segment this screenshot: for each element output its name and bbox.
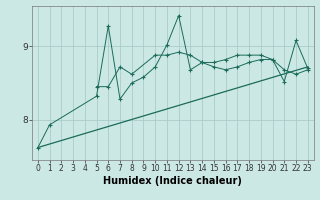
X-axis label: Humidex (Indice chaleur): Humidex (Indice chaleur) bbox=[103, 176, 242, 186]
